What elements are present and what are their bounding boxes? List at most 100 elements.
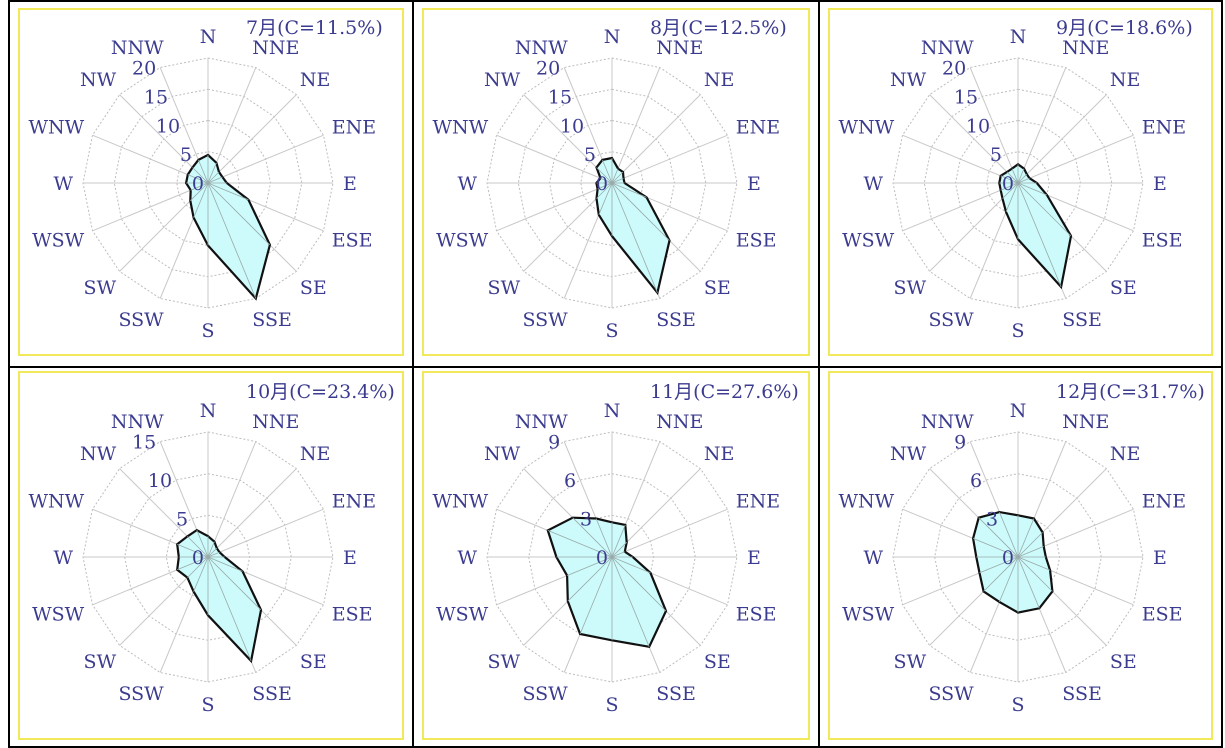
data-spoke: [611, 168, 619, 184]
data-spoke: [602, 159, 613, 184]
direction-label-nnw: NNW: [515, 411, 568, 433]
direction-label-ene: ENE: [736, 491, 780, 513]
direction-label-nne: NNE: [1062, 411, 1109, 433]
data-spoke: [190, 182, 209, 191]
direction-label-ne: NE: [1110, 69, 1141, 91]
direction-label-wsw: WSW: [32, 603, 85, 625]
direction-label-se: SE: [704, 651, 731, 673]
direction-label-sse: SSE: [1062, 309, 1102, 331]
data-spoke: [198, 159, 209, 184]
direction-label-ne: NE: [300, 443, 331, 465]
chart-title: 8月(C=12.5%): [650, 17, 787, 39]
radial-tick-label: 5: [176, 509, 188, 531]
data-spoke: [207, 162, 217, 184]
direction-label-nw: NW: [484, 69, 521, 91]
grid-ring: [165, 514, 251, 600]
data-spoke: [193, 182, 209, 218]
data-spoke: [1017, 518, 1035, 558]
grid-spoke: [92, 182, 209, 232]
data-spoke: [611, 182, 647, 198]
direction-label-ese: ESE: [332, 229, 373, 251]
data-spoke: [1017, 556, 1051, 571]
radial-tick-label: 0: [596, 547, 608, 569]
direction-label-sse: SSE: [1062, 683, 1102, 705]
data-spoke: [611, 542, 627, 558]
wind-rose-cell-2: 0 5 10 15 20 N NNE NE ENE E ESE SE SSE S SSW SW WSW W WNW N…: [414, 0, 820, 368]
direction-label-s: S: [605, 320, 618, 342]
direction-label-n: N: [1010, 400, 1027, 422]
grid-spoke: [207, 134, 324, 184]
data-spoke: [207, 547, 218, 558]
radial-tick-label: 6: [970, 470, 982, 492]
data-spoke: [978, 517, 1019, 558]
direction-label-ssw: SSW: [118, 309, 164, 331]
data-spoke: [1017, 182, 1072, 237]
radial-tick-label: 0: [596, 173, 608, 195]
direction-label-nw: NW: [484, 443, 521, 465]
direction-label-ssw: SSW: [928, 309, 974, 331]
data-spoke: [611, 171, 624, 184]
data-spoke: [207, 176, 223, 184]
direction-label-e: E: [1153, 547, 1167, 569]
radial-tick-label: 0: [192, 173, 204, 195]
data-spoke: [187, 536, 209, 558]
data-spoke: [611, 182, 670, 241]
data-spoke: [595, 518, 613, 558]
data-spoke: [983, 556, 1019, 592]
direction-label-nnw: NNW: [921, 411, 974, 433]
grid-spoke: [207, 94, 297, 184]
data-spoke: [1017, 532, 1043, 558]
direction-label-n: N: [200, 26, 217, 48]
direction-label-ene: ENE: [332, 117, 376, 139]
direction-label-nnw: NNW: [111, 411, 164, 433]
wind-rose-cell-3: 0 5 10 15 20 N NNE NE ENE E ESE SE SSE S SSW SW WSW W WNW N…: [820, 0, 1223, 368]
data-spoke: [192, 167, 209, 184]
data-spoke: [999, 556, 1019, 603]
chart-frame: [18, 8, 404, 356]
radial-tick-label: 15: [954, 86, 978, 108]
direction-label-w: W: [53, 547, 73, 569]
radial-tick-label: 9: [548, 432, 560, 454]
data-spoke: [1017, 182, 1062, 288]
direction-label-se: SE: [300, 651, 327, 673]
radial-tick-label: 5: [584, 144, 596, 166]
direction-label-nw: NW: [890, 69, 927, 91]
direction-label-n: N: [200, 400, 217, 422]
direction-label-ssw: SSW: [522, 309, 568, 331]
radial-tick-label: 10: [966, 115, 990, 137]
direction-label-sw: SW: [84, 277, 117, 299]
radial-tick-label: 0: [1002, 547, 1014, 569]
grid-ring: [548, 119, 676, 247]
direction-label-ne: NE: [704, 443, 735, 465]
direction-label-nne: NNE: [656, 37, 703, 59]
direction-label-s: S: [605, 694, 618, 716]
radial-tick-label: 10: [148, 470, 172, 492]
wind-rose-grid: 0 5 10 15 20 N NNE NE ENE E ESE SE SSE S SSW SW WSW W WNW N…: [8, 0, 1223, 748]
data-spoke: [598, 182, 613, 215]
direction-label-ese: ESE: [1142, 229, 1183, 251]
grid-spoke: [1017, 94, 1107, 184]
direction-label-wnw: WNW: [433, 491, 489, 513]
direction-label-ene: ENE: [1142, 491, 1186, 513]
direction-label-ene: ENE: [736, 117, 780, 139]
grid-spoke: [902, 182, 1019, 232]
direction-label-e: E: [747, 547, 761, 569]
data-spoke: [600, 177, 613, 184]
direction-label-nw: NW: [80, 69, 117, 91]
data-spoke: [1017, 556, 1040, 609]
data-spoke: [1011, 168, 1019, 184]
chart-title: 11月(C=27.6%): [650, 381, 799, 403]
chart-title: 12月(C=31.7%): [1056, 381, 1205, 403]
direction-label-sw: SW: [84, 651, 117, 673]
grid-spoke: [611, 508, 728, 558]
direction-label-sw: SW: [894, 277, 927, 299]
grid-spoke: [969, 67, 1019, 184]
direction-label-ese: ESE: [736, 603, 777, 625]
direction-label-n: N: [1010, 26, 1027, 48]
direction-label-wsw: WSW: [436, 229, 489, 251]
direction-label-ese: ESE: [1142, 603, 1183, 625]
direction-label-nne: NNE: [656, 411, 703, 433]
data-spoke: [1006, 171, 1019, 184]
radial-tick-label: 20: [536, 58, 560, 80]
